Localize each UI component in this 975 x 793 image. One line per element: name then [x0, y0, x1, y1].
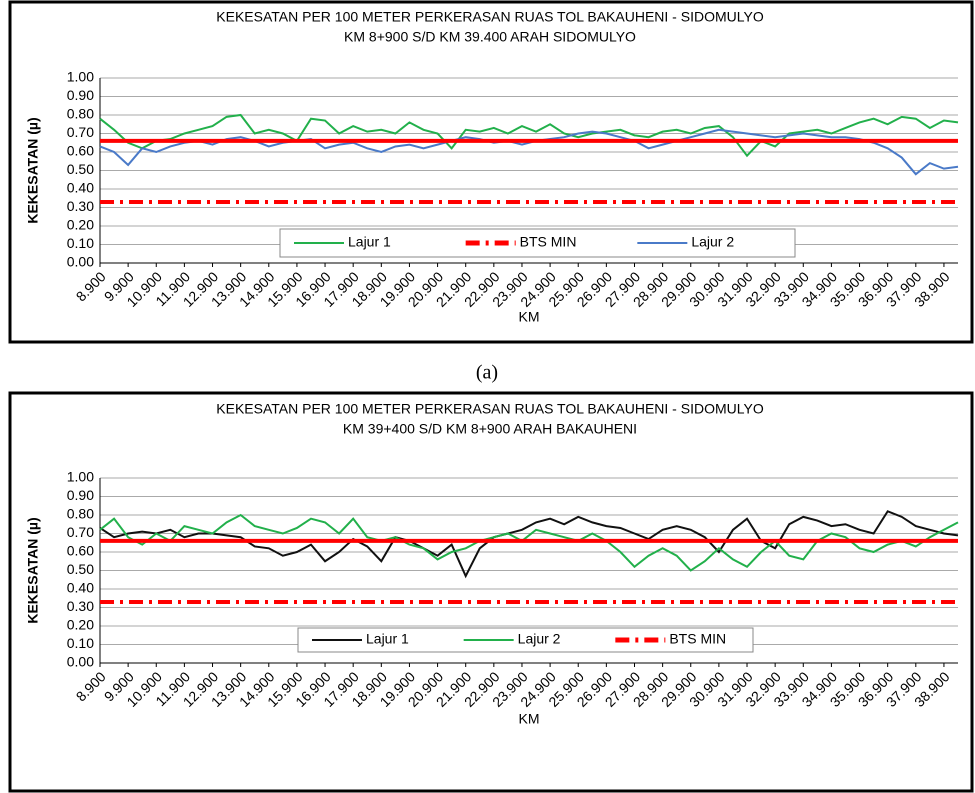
chart-subtitle: KM 39+400 S/D KM 8+900 ARAH BAKAUHENI — [343, 421, 637, 437]
chart-frame — [8, 0, 974, 344]
y-tick-label: 0.80 — [67, 106, 94, 122]
y-tick-label: 0.90 — [67, 487, 94, 503]
chart: KEKESATAN PER 100 METER PERKERASAN RUAS … — [8, 0, 974, 344]
y-tick-label: 0.00 — [67, 254, 94, 270]
y-tick-label: 0.70 — [67, 524, 94, 540]
legend-label: Lajur 1 — [348, 234, 391, 250]
data-line — [99, 510, 959, 579]
chart-title: KEKESATAN PER 100 METER PERKERASAN RUAS … — [216, 9, 764, 25]
y-axis-label: KEKESATAN (µ) — [25, 517, 41, 623]
chart: KEKESATAN PER 100 METER PERKERASAN RUAS … — [8, 391, 974, 793]
chart-title: KEKESATAN PER 100 METER PERKERASAN RUAS … — [216, 401, 764, 417]
caption: (a) — [476, 362, 498, 384]
y-tick-label: 0.40 — [67, 580, 94, 596]
data-line — [99, 513, 959, 572]
legend-label: Lajur 2 — [691, 234, 734, 250]
y-tick-label: 0.10 — [67, 635, 94, 651]
x-axis-label: KM — [519, 711, 540, 727]
y-tick-label: 1.00 — [67, 69, 94, 85]
y-tick-label: 0.70 — [67, 124, 94, 140]
y-tick-label: 0.90 — [67, 87, 94, 103]
y-tick-label: 0.60 — [67, 543, 94, 559]
legend-label: BTS MIN — [520, 234, 577, 250]
x-axis-label: KM — [519, 309, 540, 325]
y-tick-label: 0.30 — [67, 598, 94, 614]
y-tick-label: 0.30 — [67, 198, 94, 214]
legend-label: Lajur 1 — [366, 631, 409, 647]
y-tick-label: 0.50 — [67, 561, 94, 577]
y-axis-label: KEKESATAN (µ) — [25, 117, 41, 223]
y-tick-label: 0.40 — [67, 180, 94, 196]
legend-label: Lajur 2 — [518, 631, 561, 647]
y-tick-label: 0.60 — [67, 143, 94, 159]
y-tick-label: 1.00 — [67, 469, 94, 485]
chart-frame — [8, 391, 974, 793]
legend-box — [297, 627, 754, 653]
y-tick-label: 0.80 — [67, 506, 94, 522]
data-line — [99, 113, 959, 158]
y-tick-label: 0.20 — [67, 217, 94, 233]
chart-subtitle: KM 8+900 S/D KM 39.400 ARAH SIDOMULYO — [344, 29, 636, 45]
y-tick-label: 0.00 — [67, 654, 94, 670]
y-tick-label: 0.20 — [67, 617, 94, 633]
y-tick-label: 0.50 — [67, 161, 94, 177]
legend-label: BTS MIN — [669, 631, 726, 647]
y-tick-label: 0.10 — [67, 235, 94, 251]
legend-box — [279, 228, 796, 258]
